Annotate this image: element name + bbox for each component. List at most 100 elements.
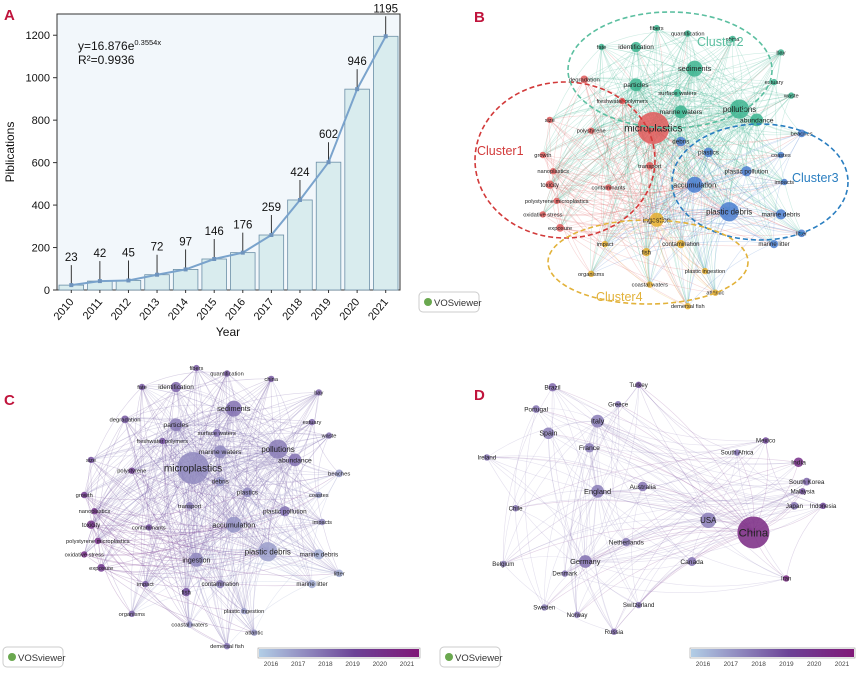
data-label: 176 [233, 220, 252, 232]
edge [486, 420, 598, 458]
edge [680, 119, 757, 142]
network-node [251, 629, 258, 636]
edge [656, 141, 682, 220]
y-tick-label: 1000 [26, 73, 50, 85]
edge [634, 84, 651, 166]
edge [549, 119, 695, 185]
edge [687, 33, 785, 183]
edge [94, 419, 126, 512]
node-label: Chile [509, 505, 523, 512]
edge [97, 540, 197, 562]
edge [649, 165, 747, 177]
edge [90, 459, 197, 561]
edge [145, 432, 218, 585]
edge [604, 211, 730, 245]
edge [100, 459, 296, 569]
node-label: Russia [605, 629, 624, 636]
edge [270, 378, 296, 460]
edge [195, 408, 235, 560]
network-node [750, 113, 764, 127]
edge [680, 111, 757, 123]
edge [226, 573, 340, 647]
network-node [729, 35, 736, 43]
edge [542, 130, 592, 215]
edge [192, 467, 340, 574]
edge [148, 451, 221, 528]
edge [556, 184, 695, 205]
edge [170, 386, 197, 560]
edge [124, 419, 319, 555]
network-node [307, 579, 317, 589]
edge [246, 378, 272, 493]
edge [646, 108, 740, 253]
edge [621, 100, 657, 220]
edge [553, 170, 695, 190]
network-node [542, 427, 555, 439]
edge [83, 386, 177, 496]
edge [542, 154, 785, 190]
edge [165, 386, 187, 593]
edge [600, 46, 647, 253]
edge [576, 520, 709, 615]
edge [219, 451, 319, 555]
vosviewer-text: VOSviewer [18, 653, 66, 664]
edge [219, 448, 279, 585]
edge [549, 184, 730, 216]
edge [124, 404, 234, 420]
nodes: China USA Italy Spain England Germany France Au… [478, 381, 837, 636]
edge [552, 79, 585, 172]
edge [196, 378, 272, 560]
node-label: Switzerland [623, 602, 655, 609]
edge [590, 184, 695, 274]
edge [97, 408, 234, 542]
node-label: organisms [578, 272, 604, 278]
edge [253, 554, 319, 633]
edge [131, 408, 234, 471]
edge [694, 68, 757, 121]
edge [90, 439, 279, 461]
edge [226, 373, 296, 461]
edge [591, 130, 781, 160]
edge [590, 130, 706, 272]
network-node [578, 555, 592, 568]
trend-marker [269, 233, 274, 238]
edge [145, 408, 235, 585]
edge [656, 95, 792, 220]
edge [139, 386, 190, 625]
edge [552, 68, 695, 172]
node-label: toxicity [82, 523, 100, 529]
edge [233, 378, 272, 525]
network-node [629, 78, 643, 92]
edge [542, 127, 654, 215]
x-tick-label: 2012 [109, 296, 134, 322]
edge [196, 492, 248, 560]
edge [267, 473, 340, 552]
network-node [777, 151, 785, 159]
edge [635, 84, 730, 212]
edge [638, 384, 787, 579]
edge [515, 500, 754, 533]
edge [542, 84, 637, 156]
edge [174, 424, 190, 506]
x-tick-label: 2016 [223, 296, 248, 322]
edge [94, 510, 234, 530]
edge [694, 119, 757, 185]
edge [175, 386, 221, 482]
edge [756, 119, 782, 215]
edge [145, 505, 190, 585]
network-node [637, 481, 648, 492]
node-label: plastic ingestion [224, 609, 264, 615]
edge [90, 524, 228, 647]
network-node [614, 401, 622, 408]
edge [503, 525, 754, 565]
edge [101, 551, 268, 574]
edge [728, 119, 758, 212]
edge [90, 418, 313, 461]
edge [601, 46, 682, 112]
edge [97, 459, 296, 542]
edge [708, 520, 787, 579]
edge [691, 491, 803, 562]
edge [646, 184, 695, 253]
edge [694, 68, 782, 156]
network-node [653, 24, 660, 32]
